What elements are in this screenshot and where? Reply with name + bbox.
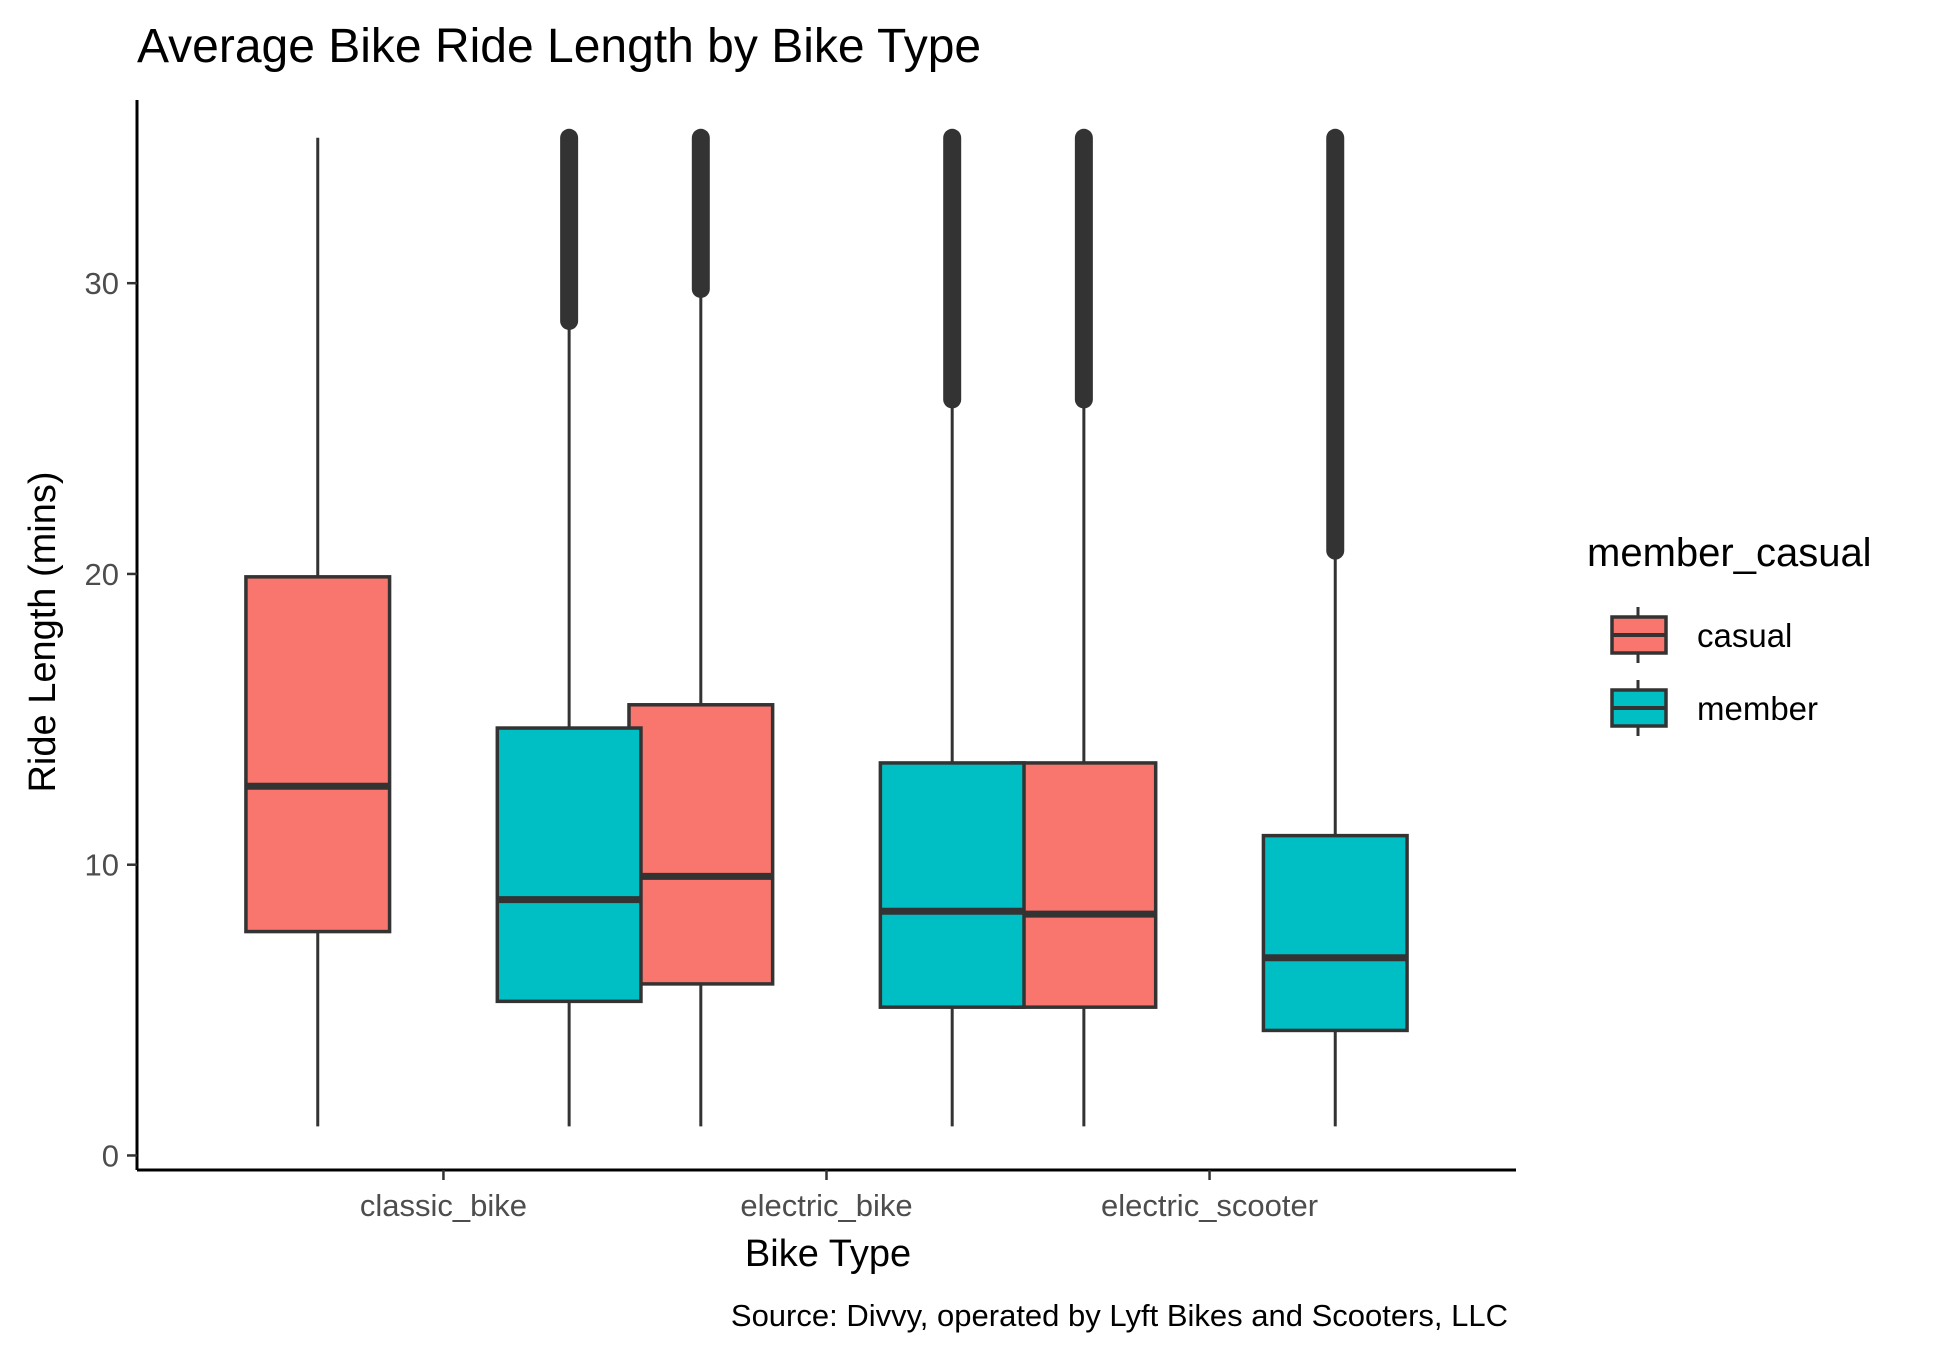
legend-label: member xyxy=(1697,690,1818,727)
y-tick-label: 20 xyxy=(85,557,119,592)
x-tick-label: electric_scooter xyxy=(1101,1188,1318,1223)
x-axis-title: Bike Type xyxy=(745,1233,911,1275)
box-body xyxy=(878,761,1026,1009)
x-tick-label: classic_bike xyxy=(360,1188,527,1223)
chart-title: Average Bike Ride Length by Bike Type xyxy=(137,20,981,73)
box-body xyxy=(1261,833,1409,1033)
y-tick-label: 0 xyxy=(102,1138,119,1173)
y-axis-title: Ride Length (mins) xyxy=(22,471,64,792)
box-casual-electric_bike xyxy=(627,128,775,1127)
box-body xyxy=(495,726,643,1004)
legend: member_casual casual member xyxy=(1587,531,1872,736)
box-body xyxy=(627,703,775,986)
plot-area xyxy=(244,128,1409,1127)
y-tick-label: 30 xyxy=(85,266,119,301)
legend-label: casual xyxy=(1697,617,1792,654)
box-body xyxy=(1010,761,1158,1009)
y-axis-ticks: 0 10 20 30 xyxy=(85,266,137,1173)
legend-title: member_casual xyxy=(1587,531,1872,575)
box-member-electric_scooter xyxy=(1261,128,1409,1127)
chart-caption: Source: Divvy, operated by Lyft Bikes an… xyxy=(731,1298,1508,1333)
box-member-electric_bike xyxy=(878,128,1026,1127)
legend-item-casual: casual xyxy=(1610,607,1792,663)
box-casual-classic_bike xyxy=(244,137,392,1127)
box-body xyxy=(244,575,392,934)
box-casual-electric_scooter xyxy=(1010,128,1158,1127)
box-member-classic_bike xyxy=(495,128,643,1127)
x-tick-label: electric_bike xyxy=(740,1188,912,1223)
legend-item-member: member xyxy=(1610,680,1818,736)
x-axis-ticks: classic_bike electric_bike electric_scoote… xyxy=(360,1170,1318,1223)
y-tick-label: 10 xyxy=(85,848,119,883)
legend-items: casual member xyxy=(1610,607,1818,736)
